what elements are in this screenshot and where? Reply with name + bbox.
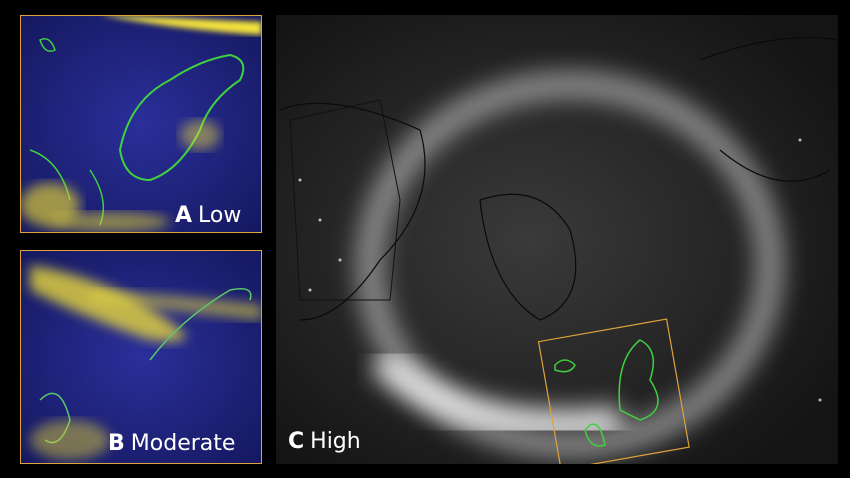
panel-c-caption: C High [288, 429, 361, 454]
panel-a-image [20, 15, 262, 233]
panel-b-frame [20, 250, 262, 464]
panel-label: Moderate [131, 431, 236, 456]
panel-b-caption: B Moderate [108, 431, 235, 456]
panel-label: High [310, 429, 361, 454]
panel-c-image [276, 15, 838, 464]
panel-letter: B [108, 431, 125, 456]
panel-letter: C [288, 429, 304, 454]
panel-a-frame [20, 15, 262, 233]
panel-b-image [20, 250, 262, 464]
panel-label: Low [198, 203, 241, 228]
panel-letter: A [175, 203, 192, 228]
panel-a-caption: A Low [175, 203, 241, 228]
